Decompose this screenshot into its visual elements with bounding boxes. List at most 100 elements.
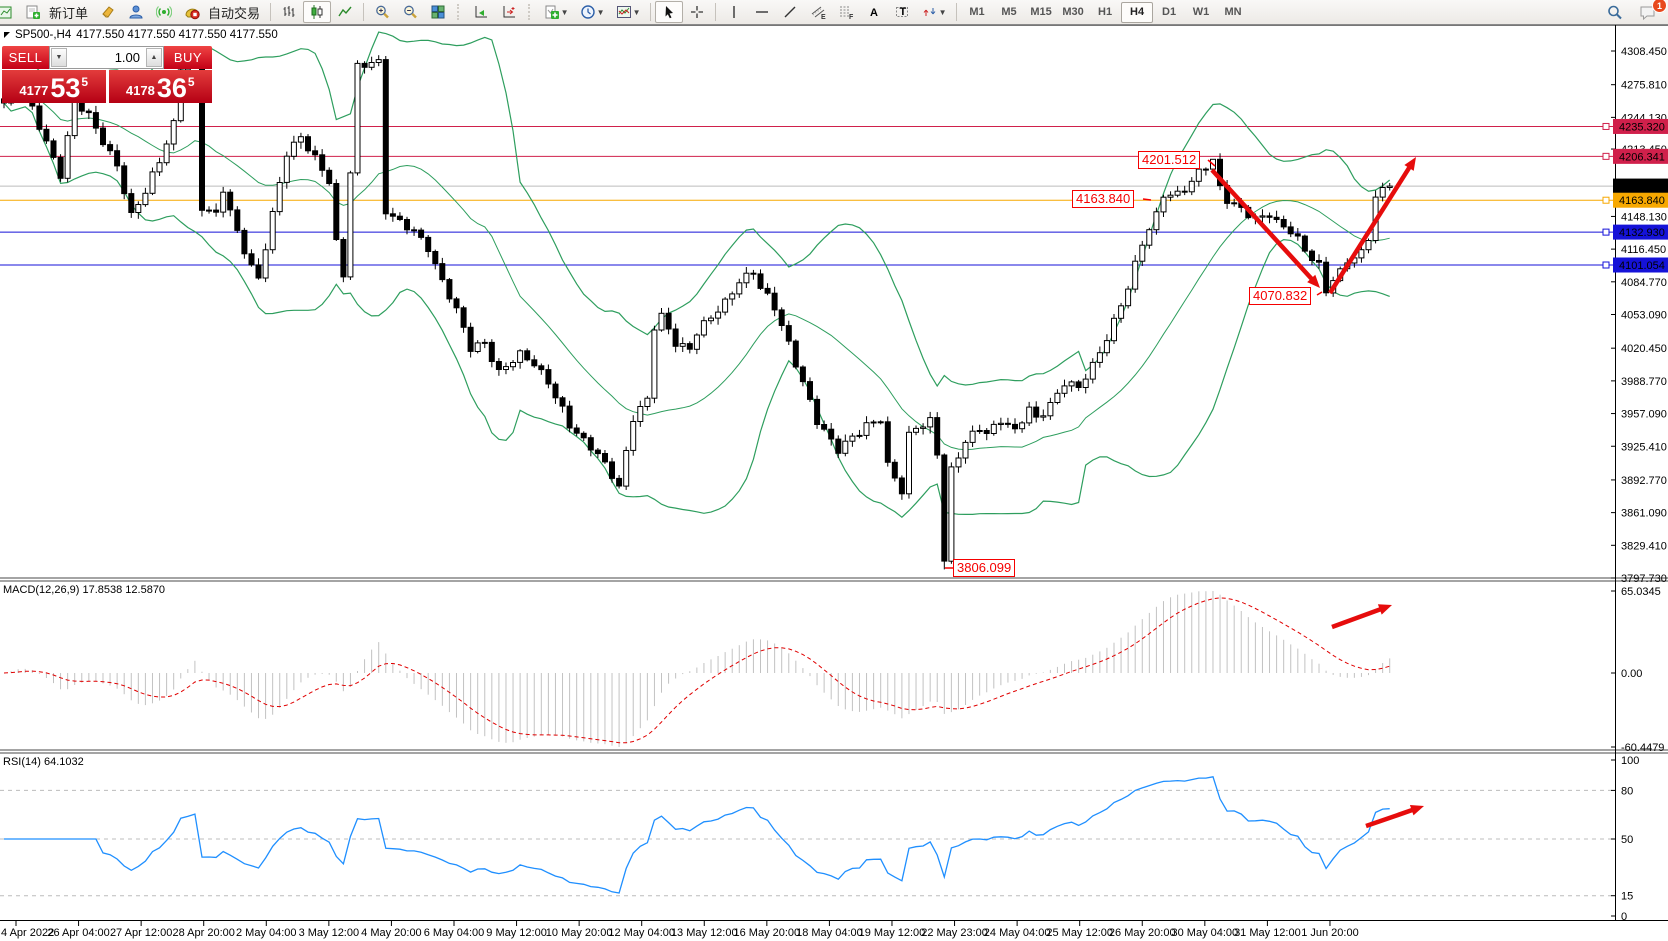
price-badge [1613,224,1668,240]
svg-text:15: 15 [1621,891,1633,903]
auto-scroll-icon[interactable] [467,1,495,23]
separator [650,3,652,21]
line-end-marker [1602,261,1610,269]
timeframe-d1[interactable]: D1 [1162,6,1177,18]
search-icon[interactable] [1600,1,1628,23]
price-annotation[interactable]: 4163.840 [1072,190,1135,208]
text-label-tool-icon[interactable]: T [888,1,916,23]
channel-tool-icon[interactable]: E [804,1,832,23]
chart-shift-icon[interactable] [495,1,523,23]
signals-icon[interactable] [150,1,178,23]
price-badge [1613,148,1668,164]
svg-text:3892.770: 3892.770 [1621,475,1667,487]
autotrading-button[interactable]: 自动交易 [208,5,261,21]
price-badge [1613,192,1668,208]
template-icon[interactable]: ▼ [610,1,646,23]
svg-text:-60.4479: -60.4479 [1621,742,1664,754]
timeframe-m1[interactable]: M1 [969,6,985,18]
price-annotation[interactable]: 3806.099 [953,559,1016,577]
svg-text:3861.090: 3861.090 [1621,508,1667,520]
timeframe-mn[interactable]: MN [1224,6,1242,18]
trend-arrows[interactable] [945,157,1424,829]
timeframe-m30[interactable]: M30 [1062,6,1084,18]
notifications-icon[interactable]: 1 [1634,0,1667,23]
svg-text:4020.450: 4020.450 [1621,343,1667,355]
svg-text:22 May 23:00: 22 May 23:00 [921,927,988,939]
svg-text:16 May 20:00: 16 May 20:00 [734,927,801,939]
separator [363,3,365,21]
chart-window[interactable]: 4308.4504275.8104244.1304213.4504148.130… [0,25,1668,941]
volume-increase-button[interactable]: ▲ [146,48,162,67]
sell-price-prefix: 4177 [19,83,49,98]
arrows-tool-icon[interactable]: ▼ [916,1,952,23]
add-indicator-icon[interactable]: ▼ [538,1,574,23]
zoom-in-icon[interactable] [368,1,396,23]
bollinger-lower-band [3,102,1390,518]
new-order-icon[interactable] [19,1,47,23]
bar-chart-mode-icon[interactable] [275,1,303,23]
svg-text:4 May 20:00: 4 May 20:00 [361,927,422,939]
svg-text:26 Apr 04:00: 26 Apr 04:00 [47,927,109,939]
price-badge [1613,118,1668,134]
svg-text:4148.130: 4148.130 [1621,211,1667,223]
sell-button[interactable]: SELL [2,46,49,69]
rsi-pane[interactable] [0,776,1613,897]
macd-signal-line [3,597,1390,744]
svg-text:2 May 04:00: 2 May 04:00 [236,927,297,939]
horizontal-line-tool-icon[interactable] [748,1,776,23]
macd-indicator-label: MACD(12,26,9) 17.8538 12.5870 [3,584,166,596]
text-tool-icon[interactable]: A [860,1,888,23]
community-icon[interactable] [122,1,150,23]
svg-text:4116.450: 4116.450 [1621,244,1666,256]
svg-text:4084.770: 4084.770 [1621,277,1667,289]
svg-text:27 Apr 12:00: 27 Apr 12:00 [110,927,172,939]
price-chart-canvas[interactable]: 4308.4504275.8104244.1304213.4504148.130… [0,25,1668,941]
new-order-button[interactable]: 新订单 [49,5,89,21]
svg-text:0: 0 [1621,911,1627,923]
volume-decrease-button[interactable]: ▼ [51,48,67,67]
arrowhead [1377,604,1392,615]
svg-text:10 May 20:00: 10 May 20:00 [546,927,613,939]
chart-title: SP500-,H4 4177.550 4177.550 4177.550 417… [4,29,278,41]
sell-price-display[interactable]: 4177 53 5 [2,70,106,103]
buy-price-pip: 5 [187,75,195,89]
svg-text:80: 80 [1621,785,1633,797]
line-end-marker [1602,152,1610,160]
tile-windows-icon[interactable] [424,1,452,23]
buy-price-display[interactable]: 4178 36 5 [108,70,212,103]
svg-text:1 Jun 20:00: 1 Jun 20:00 [1301,927,1359,939]
crosshair-tool-icon[interactable] [683,1,711,23]
svg-text:65.0345: 65.0345 [1621,586,1661,598]
timeframe-m15[interactable]: M15 [1030,6,1052,18]
zoom-out-icon[interactable] [396,1,424,23]
buy-price-prefix: 4178 [125,83,155,98]
volume-value[interactable]: 1.00 [114,50,140,65]
svg-text:13 May 12:00: 13 May 12:00 [671,927,738,939]
period-icon[interactable]: ▼ [574,1,610,23]
timeframe-h1[interactable]: H1 [1098,6,1113,18]
svg-text:4163.840: 4163.840 [1619,195,1665,207]
svg-text:4235.320: 4235.320 [1619,121,1665,133]
timeframe-m5[interactable]: M5 [1001,6,1017,18]
volume-stepper[interactable]: ▼ 1.00 ▲ [49,46,164,69]
candlestick-mode-icon[interactable] [303,1,332,23]
main-price-pane[interactable] [0,31,1613,570]
timeframe-h4[interactable]: H4 [1121,1,1154,23]
chevron-down-icon: ▼ [596,7,605,17]
svg-text:4053.090: 4053.090 [1621,310,1667,322]
macd-pane[interactable] [3,591,1391,747]
line-chart-mode-icon[interactable] [331,1,359,23]
price-annotation[interactable]: 4070.832 [1249,287,1312,305]
svg-text:4 Apr 2022: 4 Apr 2022 [1,927,54,939]
trendline-tool-icon[interactable] [776,1,804,23]
autotrading-icon[interactable] [178,1,206,23]
chart-window-icon[interactable] [0,1,19,23]
vertical-line-tool-icon[interactable] [720,1,748,23]
fibonacci-tool-icon[interactable]: F [832,1,860,23]
cursor-tool-icon[interactable] [655,1,684,23]
buy-button[interactable]: BUY [164,46,212,69]
price-annotation[interactable]: 4201.512 [1138,151,1201,169]
history-center-icon[interactable] [94,1,122,23]
svg-text:E: E [821,14,826,20]
timeframe-w1[interactable]: W1 [1192,6,1210,18]
